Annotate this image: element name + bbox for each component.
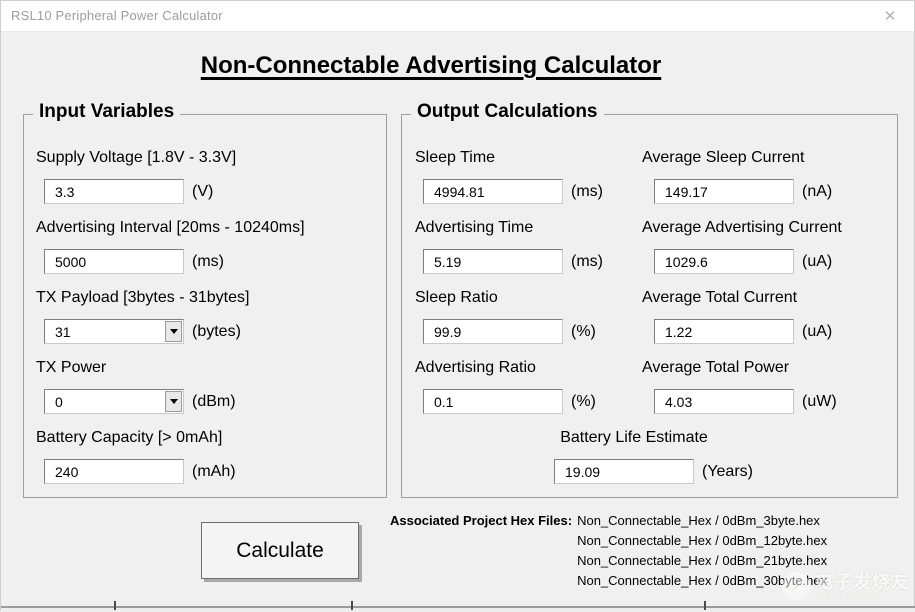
chevron-down-icon[interactable] — [165, 391, 182, 412]
supply-voltage-input[interactable] — [44, 179, 184, 204]
tx-power-label: TX Power — [36, 359, 107, 376]
battery-capacity-label: Battery Capacity [> 0mAh] — [36, 429, 223, 446]
hex-file-item: Non_Connectable_Hex / 0dBm_12byte.hex — [577, 533, 828, 548]
hex-files-list: Non_Connectable_Hex / 0dBm_3byte.hex Non… — [577, 511, 827, 591]
watermark-text: 电子发烧友 — [815, 571, 910, 592]
input-variables-group: Input Variables Supply Voltage [1.8V - 3… — [23, 101, 387, 498]
battery-life-label: Battery Life Estimate — [560, 429, 708, 446]
advertising-ratio-label: Advertising Ratio — [415, 359, 536, 376]
tx-payload-select[interactable]: 31 — [44, 319, 184, 344]
hex-file-item: Non_Connectable_Hex / 0dBm_30byte.hex — [577, 573, 828, 588]
background-gridline — [351, 601, 353, 610]
watermark-url: www.elecfans.com — [815, 590, 882, 600]
avg-sleep-current-label: Average Sleep Current — [642, 149, 805, 166]
sleep-ratio-output[interactable] — [423, 319, 563, 344]
output-calculations-group: Output Calculations Sleep Time (ms) Aver… — [401, 101, 898, 498]
background-gridline — [114, 601, 116, 610]
avg-sleep-current-output[interactable] — [654, 179, 794, 204]
avg-total-power-unit: (uW) — [802, 392, 837, 410]
sleep-time-unit: (ms) — [571, 182, 603, 200]
page-title: Non-Connectable Advertising Calculator — [200, 52, 662, 79]
output-calculations-legend: Output Calculations — [411, 101, 604, 123]
avg-total-power-label: Average Total Power — [642, 359, 790, 376]
advertising-interval-unit: (ms) — [192, 252, 224, 270]
advertising-time-label: Advertising Time — [415, 219, 534, 236]
advertising-interval-label: Advertising Interval [20ms - 10240ms] — [36, 219, 305, 236]
avg-sleep-current-unit: (nA) — [802, 182, 833, 200]
tx-power-select[interactable]: 0 — [44, 389, 184, 414]
advertising-ratio-output[interactable] — [423, 389, 563, 414]
tx-payload-label: TX Payload [3bytes - 31bytes] — [36, 289, 250, 306]
avg-advertising-current-label: Average Advertising Current — [642, 219, 842, 236]
battery-capacity-input[interactable] — [44, 459, 184, 484]
window-title: RSL10 Peripheral Power Calculator — [11, 8, 223, 23]
chevron-down-icon[interactable] — [165, 321, 182, 342]
advertising-ratio-unit: (%) — [571, 392, 596, 410]
tx-payload-value: 31 — [55, 323, 71, 340]
title-bar: RSL10 Peripheral Power Calculator ✕ — [1, 1, 914, 32]
advertising-interval-input[interactable] — [44, 249, 184, 274]
input-variables-legend: Input Variables — [33, 101, 181, 123]
supply-voltage-unit: (V) — [192, 182, 214, 200]
sleep-ratio-label: Sleep Ratio — [415, 289, 498, 306]
tx-power-value: 0 — [55, 393, 63, 410]
avg-total-power-output[interactable] — [654, 389, 794, 414]
avg-total-current-unit: (uA) — [802, 322, 833, 340]
avg-total-current-label: Average Total Current — [642, 289, 798, 306]
avg-advertising-current-unit: (uA) — [802, 252, 833, 270]
battery-life-output[interactable] — [554, 459, 694, 484]
avg-total-current-output[interactable] — [654, 319, 794, 344]
background-window-edge — [1, 606, 915, 608]
tx-power-unit: (dBm) — [192, 392, 236, 410]
sleep-ratio-unit: (%) — [571, 322, 596, 340]
battery-life-unit: (Years) — [702, 462, 753, 480]
close-icon[interactable]: ✕ — [883, 8, 897, 25]
advertising-time-output[interactable] — [423, 249, 563, 274]
background-window-area — [1, 608, 915, 612]
battery-capacity-unit: (mAh) — [192, 462, 236, 480]
sleep-time-label: Sleep Time — [415, 149, 496, 166]
calculate-button[interactable]: Calculate — [201, 522, 359, 579]
hex-files-block: Associated Project Hex Files: Non_Connec… — [390, 511, 827, 591]
tx-payload-unit: (bytes) — [192, 322, 241, 340]
hex-files-label: Associated Project Hex Files: — [390, 513, 573, 528]
advertising-time-unit: (ms) — [571, 252, 603, 270]
sleep-time-output[interactable] — [423, 179, 563, 204]
avg-advertising-current-output[interactable] — [654, 249, 794, 274]
supply-voltage-label: Supply Voltage [1.8V - 3.3V] — [36, 149, 237, 166]
hex-file-item: Non_Connectable_Hex / 0dBm_3byte.hex — [577, 513, 820, 528]
hex-file-item: Non_Connectable_Hex / 0dBm_21byte.hex — [577, 553, 828, 568]
background-gridline — [704, 601, 706, 610]
